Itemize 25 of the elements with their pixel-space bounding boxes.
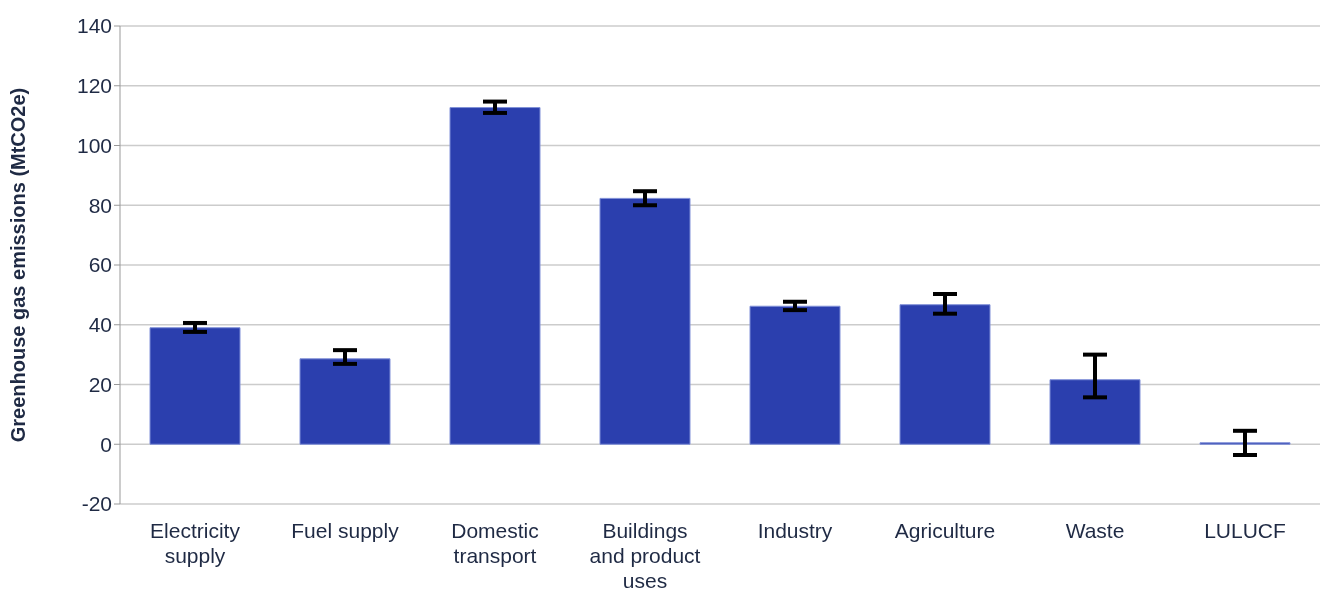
x-tick-label: LULUCF: [1204, 519, 1286, 542]
bar: [299, 358, 391, 445]
y-tick-label: 120: [76, 74, 112, 98]
y-tick-label: -20: [81, 492, 112, 516]
x-tick-label: Industry: [757, 519, 833, 542]
bar: [749, 305, 841, 445]
bar: [449, 107, 541, 445]
y-tick-label: 140: [76, 14, 112, 38]
y-tick-label: 60: [88, 253, 112, 277]
bar: [899, 304, 991, 445]
x-tick-label: Fuel supply: [291, 519, 400, 542]
x-tick-label: Domestic transport: [451, 519, 539, 567]
y-tick-label: 80: [88, 193, 112, 217]
y-tick-label: 40: [88, 313, 112, 337]
bar: [1049, 379, 1141, 445]
x-tick-label: Electricity supply: [150, 519, 241, 567]
y-axis-title: Greenhouse gas emissions (MtCO2e): [7, 87, 30, 443]
y-tick-label: 0: [100, 432, 112, 456]
bar: [149, 327, 241, 445]
x-tick-label: Agriculture: [894, 519, 996, 542]
y-tick-label: 100: [76, 133, 112, 157]
bar: [599, 197, 691, 445]
x-tick-label: Waste: [1065, 519, 1125, 542]
x-tick-label: Buildings and product uses: [589, 519, 701, 592]
y-tick-label: 20: [88, 372, 112, 396]
